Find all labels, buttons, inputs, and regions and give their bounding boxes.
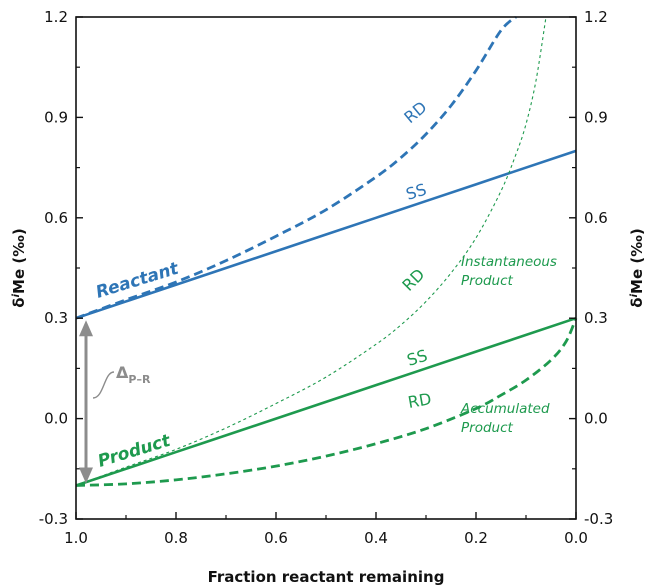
x-tick-label: 0.0 — [564, 529, 588, 547]
delta-leader-line — [92, 371, 115, 399]
y-tick-label-left: 0.6 — [44, 209, 68, 227]
accumulated-rd-label: RD — [406, 389, 432, 412]
instantaneous-product-label-line2: Product — [461, 273, 513, 289]
y-axis-title-left: δiMe (‰) — [10, 228, 28, 307]
accumulated-product-label-line2: Product — [461, 420, 513, 436]
delta-label: ΔP–R — [116, 363, 151, 386]
instantaneous-product-label-line1: Instantaneous — [461, 254, 557, 270]
x-tick-label: 0.6 — [264, 529, 288, 547]
x-axis-title: Fraction reactant remaining — [208, 568, 445, 585]
series-layer — [75, 15, 578, 487]
accumulated-product-label-line1: Accumulated — [460, 401, 550, 417]
x-tick-label: 0.2 — [464, 529, 488, 547]
delta-arrow-head-down — [79, 467, 93, 484]
y-tick-label-right: 0.3 — [584, 309, 608, 327]
y-tick-label-left: 0.0 — [44, 410, 68, 428]
x-tick-label: 1.0 — [64, 529, 88, 547]
delta-arrow-head-up — [79, 320, 93, 337]
x-tick-label: 0.4 — [364, 529, 388, 547]
y-tick-label-left: -0.3 — [39, 510, 68, 528]
tick-layer: 1.0 0.8 0.6 0.4 0.2 0.0-0.3 -0.30.0 0.00.3 0.30.… — [39, 8, 614, 547]
series-line-accumulated_product — [75, 317, 578, 487]
y-tick-label-left: 0.9 — [44, 108, 68, 126]
series-line-instantaneous_product — [75, 16, 547, 487]
series-line-reactant_ss — [75, 149, 577, 320]
y-tick-label-right: 0.0 — [584, 410, 608, 428]
y-tick-label-right: 1.2 — [584, 8, 608, 26]
y-tick-label-right: -0.3 — [584, 510, 613, 528]
y-tick-label-left: 1.2 — [44, 8, 68, 26]
series-line-reactant_rd — [75, 15, 517, 320]
x-tick-label: 0.8 — [164, 529, 188, 547]
y-tick-label-left: 0.3 — [44, 309, 68, 327]
y-axis-title-right: δiMe (‰) — [628, 228, 646, 307]
y-tick-label-right: 0.6 — [584, 209, 608, 227]
y-tick-label-right: 0.9 — [584, 108, 608, 126]
series-line-product_ss — [75, 316, 577, 487]
